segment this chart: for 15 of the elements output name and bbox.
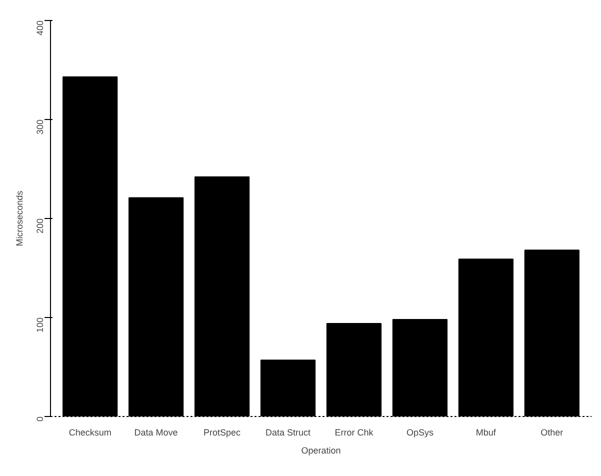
y-tick-label: 100 bbox=[35, 317, 45, 333]
x-tick-label: Checksum bbox=[68, 428, 112, 438]
x-tick-label: Other bbox=[540, 428, 564, 438]
x-tick-label: Mbuf bbox=[476, 428, 496, 438]
x-tick-label: ProtSpec bbox=[204, 428, 242, 438]
y-tick-label: 400 bbox=[35, 20, 45, 36]
y-axis-title: Microseconds bbox=[14, 190, 24, 246]
y-tick-label: 0 bbox=[35, 416, 45, 422]
x-tick-label: Data Struct bbox=[266, 428, 312, 438]
y-tick-label: 200 bbox=[35, 218, 45, 234]
x-tick-label: Data Move bbox=[134, 428, 178, 438]
x-tick-label: OpSys bbox=[406, 428, 434, 438]
y-tick-label: 300 bbox=[35, 119, 45, 135]
x-axis-title: Operation bbox=[301, 446, 341, 456]
x-tick-label: Error Chk bbox=[334, 428, 374, 438]
